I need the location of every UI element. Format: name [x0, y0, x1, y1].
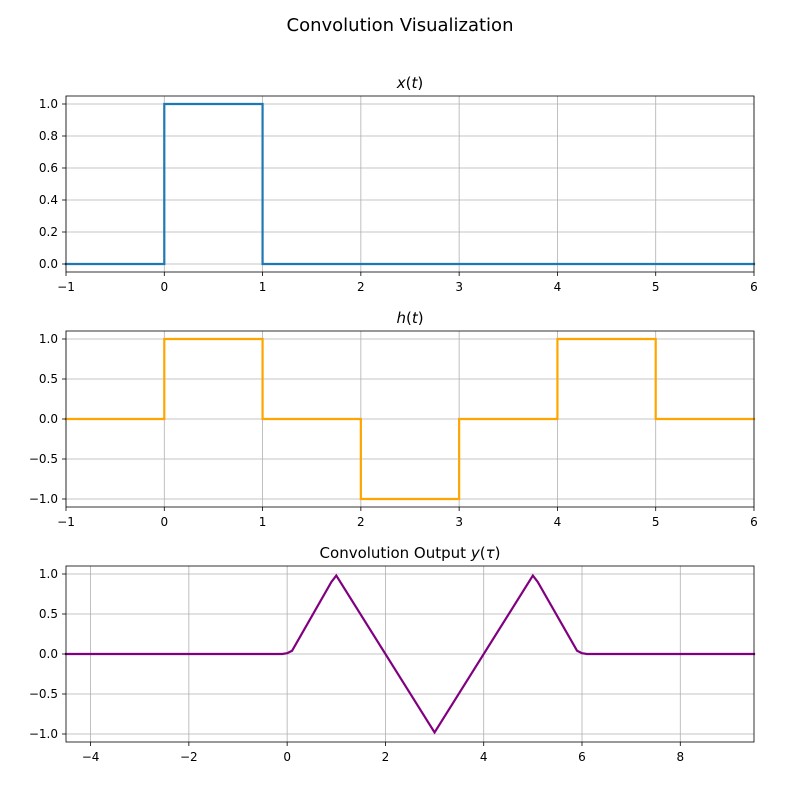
panels-group: −1 0 1 2 3 4 5 6 0.0 0.2 0.4 0.6 0.8 1.0 x(t) −1 0 1 2 3 4 5 6… — [29, 74, 758, 764]
x-tick-label: 2 — [357, 280, 365, 294]
x-tick-label: 0 — [160, 515, 168, 529]
x-tick-label: 0 — [160, 280, 168, 294]
x-tick-label: 0 — [283, 750, 291, 764]
y-tick-label: −0.5 — [29, 452, 58, 466]
y-tick-label: 1.0 — [39, 332, 58, 346]
x-tick-label: 8 — [676, 750, 684, 764]
y-tick-label: −1.0 — [29, 492, 58, 506]
x-tick-label: 1 — [259, 515, 267, 529]
series-line-1 — [64, 102, 756, 266]
x-tick-label: 6 — [578, 750, 586, 764]
y-tick-label: 0.2 — [39, 225, 58, 239]
x-tick-label: 3 — [455, 280, 463, 294]
chart-title-2: h(t) — [396, 309, 423, 327]
y-tick-label: 0.5 — [39, 607, 58, 621]
x-tick-label: −1 — [57, 515, 75, 529]
x-tick-label: 1 — [259, 280, 267, 294]
x-tick-label: 5 — [652, 515, 660, 529]
y-tick-label: 0.5 — [39, 372, 58, 386]
chart-panel-1: −1 0 1 2 3 4 5 6 0.0 0.2 0.4 0.6 0.8 1.0 x(t) — [39, 74, 758, 294]
y-tick-label: 1.0 — [39, 567, 58, 581]
y-tick-label: 0.6 — [39, 161, 58, 175]
x-tick-label: −1 — [57, 280, 75, 294]
y-tick-label: 0.0 — [39, 647, 58, 661]
axes-frame — [65, 95, 755, 273]
x-tick-label: 6 — [750, 280, 758, 294]
y-tick-label: −0.5 — [29, 687, 58, 701]
series-line-2 — [64, 337, 756, 501]
x-tick-label: 4 — [554, 515, 562, 529]
x-tick-label: −4 — [82, 750, 100, 764]
x-tick-label: 4 — [554, 280, 562, 294]
y-tick-label: 0.0 — [39, 257, 58, 271]
series-line-3 — [64, 573, 756, 735]
chart-panel-2: −1 0 1 2 3 4 5 6 −1.0 −0.5 0.0 0.5 1.0 h(t) — [29, 309, 758, 529]
figure-title: Convolution Visualization — [287, 15, 514, 36]
x-tick-label: 5 — [652, 280, 660, 294]
y-tick-label: 0.0 — [39, 412, 58, 426]
x-tick-label: −2 — [180, 750, 198, 764]
x-tick-label: 6 — [750, 515, 758, 529]
y-tick-label: 0.4 — [39, 193, 58, 207]
x-tick-label: 3 — [455, 515, 463, 529]
y-tick-label: −1.0 — [29, 727, 58, 741]
x-tick-label: 4 — [480, 750, 488, 764]
x-tick-label: 2 — [357, 515, 365, 529]
chart-title-3: Convolution Output y(τ) — [320, 544, 501, 562]
chart-panel-3: −4 −2 0 2 4 6 8 −1.0 −0.5 0.0 0.5 1.0 Convolution Ou… — [29, 544, 756, 764]
y-tick-label: 0.8 — [39, 129, 58, 143]
y-tick-label: 1.0 — [39, 97, 58, 111]
x-tick-label: 2 — [382, 750, 390, 764]
chart-title-1: x(t) — [396, 74, 424, 92]
